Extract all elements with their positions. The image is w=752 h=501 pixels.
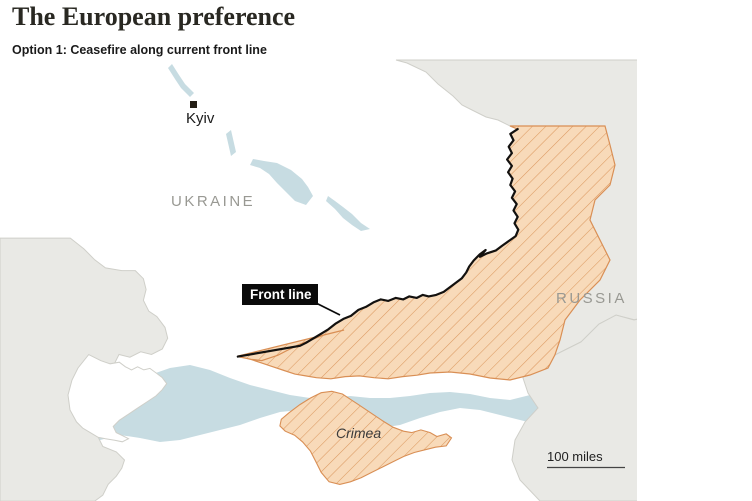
svg-text:Crimea: Crimea xyxy=(336,425,381,441)
svg-text:RUSSIA: RUSSIA xyxy=(556,290,627,307)
svg-text:Front line: Front line xyxy=(250,287,312,302)
svg-text:100 miles: 100 miles xyxy=(547,449,603,464)
svg-text:Kyiv: Kyiv xyxy=(186,110,215,127)
svg-text:UKRAINE: UKRAINE xyxy=(171,193,255,210)
